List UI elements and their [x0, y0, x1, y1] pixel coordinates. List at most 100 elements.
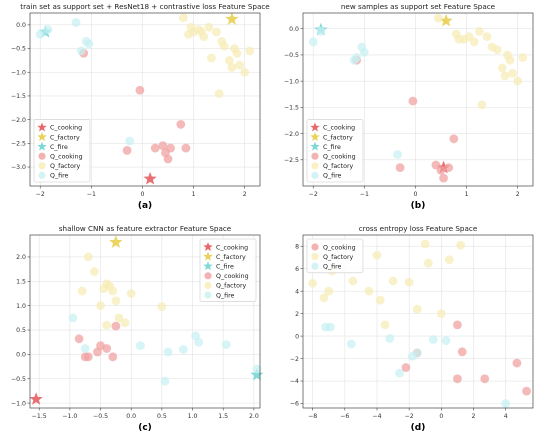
data-point — [93, 347, 102, 357]
data-point — [80, 344, 90, 353]
data-point — [76, 46, 86, 56]
y-tick-label: −6 — [290, 401, 299, 408]
data-point — [420, 239, 430, 249]
data-point — [212, 27, 221, 37]
y-tick-label: −1.5 — [284, 105, 299, 112]
y-tick-label: 1.0 — [16, 303, 26, 310]
x-tick-label: −1.5 — [32, 413, 47, 420]
data-point — [122, 146, 132, 155]
data-point-star — [29, 392, 43, 405]
data-point — [505, 55, 515, 65]
data-point — [114, 313, 124, 323]
legend-marker-star — [310, 141, 320, 151]
series-c-cooking — [29, 392, 43, 405]
y-tick-label: 0.0 — [16, 352, 26, 359]
x-tick-label: −2 — [36, 191, 45, 198]
data-point — [348, 276, 358, 286]
y-tick-label: −1.0 — [284, 78, 299, 85]
legend-marker — [311, 162, 319, 170]
data-point — [214, 89, 224, 98]
x-tick-label: −4 — [372, 413, 381, 420]
y-tick-label: −0.5 — [11, 46, 26, 53]
data-point — [136, 341, 145, 351]
data-point — [235, 60, 244, 70]
legend-label: Q_factory — [323, 254, 354, 261]
data-point — [380, 320, 390, 330]
y-tick-label: 6 — [295, 266, 299, 273]
data-point — [359, 47, 369, 57]
x-tick-label: −1 — [360, 191, 369, 198]
data-point — [77, 286, 87, 296]
y-tick-label: −2.5 — [11, 141, 26, 148]
data-point — [111, 321, 121, 331]
data-point — [316, 26, 326, 36]
data-point — [252, 364, 262, 374]
legend-label: Q_cooking — [216, 273, 249, 280]
panel-label: (a) — [138, 201, 152, 211]
legend: C_cooking C_factory C_fire Q_cooking Q_facto… — [306, 119, 364, 183]
chart-panel-4: cross entropy loss Feature Space −8 −6 −4 −2… — [290, 224, 534, 433]
chart-title: shallow CNN as feature extractor Feature… — [59, 224, 232, 233]
data-point — [83, 352, 93, 362]
data-point — [401, 363, 411, 372]
legend-marker — [311, 262, 319, 270]
data-point — [204, 22, 214, 32]
data-point — [500, 71, 510, 81]
legend: Q_cooking Q_factory Q_fire — [306, 238, 364, 274]
legend-label: Q_factory — [50, 163, 81, 170]
chart-panel-2: new samples as support set Feature Space… — [284, 2, 534, 211]
legend-label: C_cooking — [216, 244, 248, 251]
y-tick-label: −2.5 — [284, 157, 299, 164]
data-point — [428, 335, 438, 344]
x-tick-label: −1 — [87, 191, 96, 198]
y-tick-label: 0.0 — [16, 22, 26, 29]
y-tick-label: −2 — [290, 356, 299, 363]
legend-marker-star — [203, 242, 213, 252]
series-q-fire — [35, 18, 135, 146]
data-point — [232, 48, 242, 58]
series-q-cooking — [352, 55, 459, 183]
legend-label: Q_fire — [50, 173, 69, 180]
legend-marker — [38, 162, 46, 170]
panel-label: (d) — [411, 423, 426, 433]
data-point — [444, 163, 454, 173]
data-point — [166, 143, 175, 153]
x-tick-label: 2.0 — [249, 413, 259, 420]
data-point — [444, 255, 454, 265]
y-tick-label: −2.0 — [284, 131, 299, 138]
x-tick-label: −2 — [309, 191, 318, 198]
y-tick-label: 8 — [295, 243, 299, 250]
series-c-factory — [109, 235, 123, 248]
data-point — [372, 250, 382, 260]
data-point — [83, 252, 93, 262]
data-point — [135, 85, 145, 95]
data-point — [439, 173, 448, 183]
legend-label: Q_fire — [216, 292, 235, 299]
legend-label: C_fire — [50, 144, 68, 151]
data-point — [501, 399, 511, 408]
data-point — [513, 76, 523, 86]
data-point — [219, 41, 229, 51]
data-point — [469, 37, 479, 47]
data-point — [178, 13, 188, 23]
data-point — [364, 286, 374, 296]
data-point — [508, 68, 517, 78]
legend-box — [306, 238, 364, 274]
data-point — [163, 154, 173, 164]
data-point — [408, 96, 418, 106]
data-point — [349, 55, 359, 65]
data-point — [120, 318, 130, 328]
x-tick-label: 1.0 — [188, 413, 198, 420]
data-point — [43, 25, 53, 34]
data-point — [90, 267, 99, 276]
legend-marker-star — [310, 122, 320, 132]
data-point — [395, 163, 405, 173]
data-point-star — [250, 367, 264, 381]
x-tick-label: 2 — [516, 191, 520, 198]
data-point — [126, 289, 136, 298]
data-point — [35, 29, 45, 39]
plot-frame — [302, 234, 534, 409]
chart-title: train set as support set + ResNet18 + co… — [20, 2, 270, 11]
x-tick-label: 2 — [472, 413, 476, 420]
y-tick-label: 4 — [295, 288, 299, 295]
